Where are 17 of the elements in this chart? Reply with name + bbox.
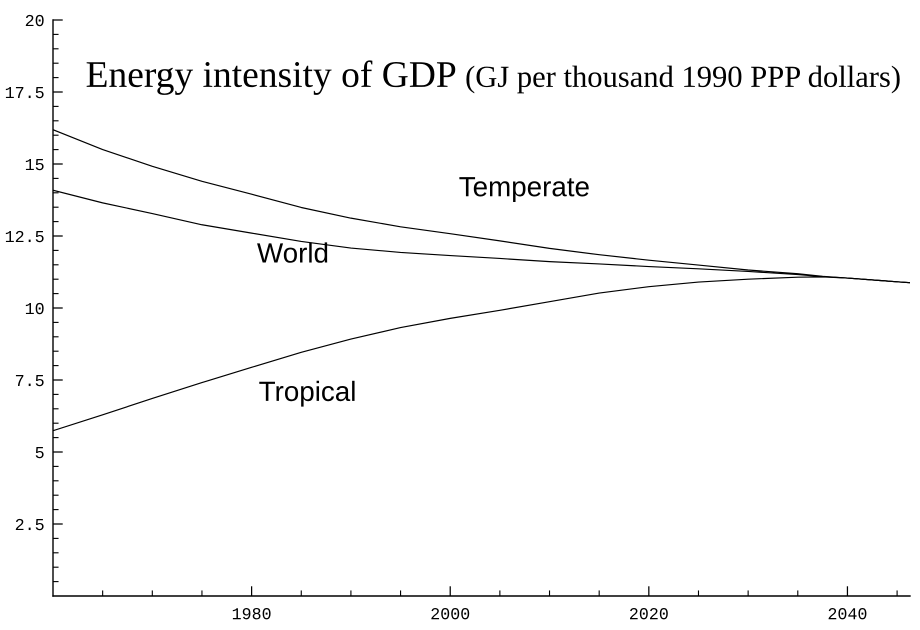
text: Energy intensity of GDP	[86, 60, 456, 95]
text: (GJ per thousand 1990 PPP dollars)	[466, 66, 900, 94]
y-tick-label: 15	[26, 159, 44, 170]
x-tick-label: 2040	[828, 608, 866, 620]
x-tick-label: 1980	[232, 608, 271, 620]
y-tick-label: 10	[26, 302, 44, 314]
y-tick-label: 12.5	[6, 230, 44, 242]
y-tick-label: 2.5	[16, 518, 44, 530]
series-label: World	[257, 242, 328, 263]
y-tick-label: 20	[26, 14, 44, 26]
x-tick-label: 2020	[630, 608, 668, 620]
y-tick-label: 17.5	[6, 87, 44, 98]
y-tick-label: 5	[36, 447, 44, 458]
y-tick-label: 7.5	[16, 375, 44, 386]
x-tick-label: 2000	[431, 608, 470, 620]
series-label: Tropical	[259, 380, 355, 407]
series-label: Temperate	[459, 177, 589, 202]
